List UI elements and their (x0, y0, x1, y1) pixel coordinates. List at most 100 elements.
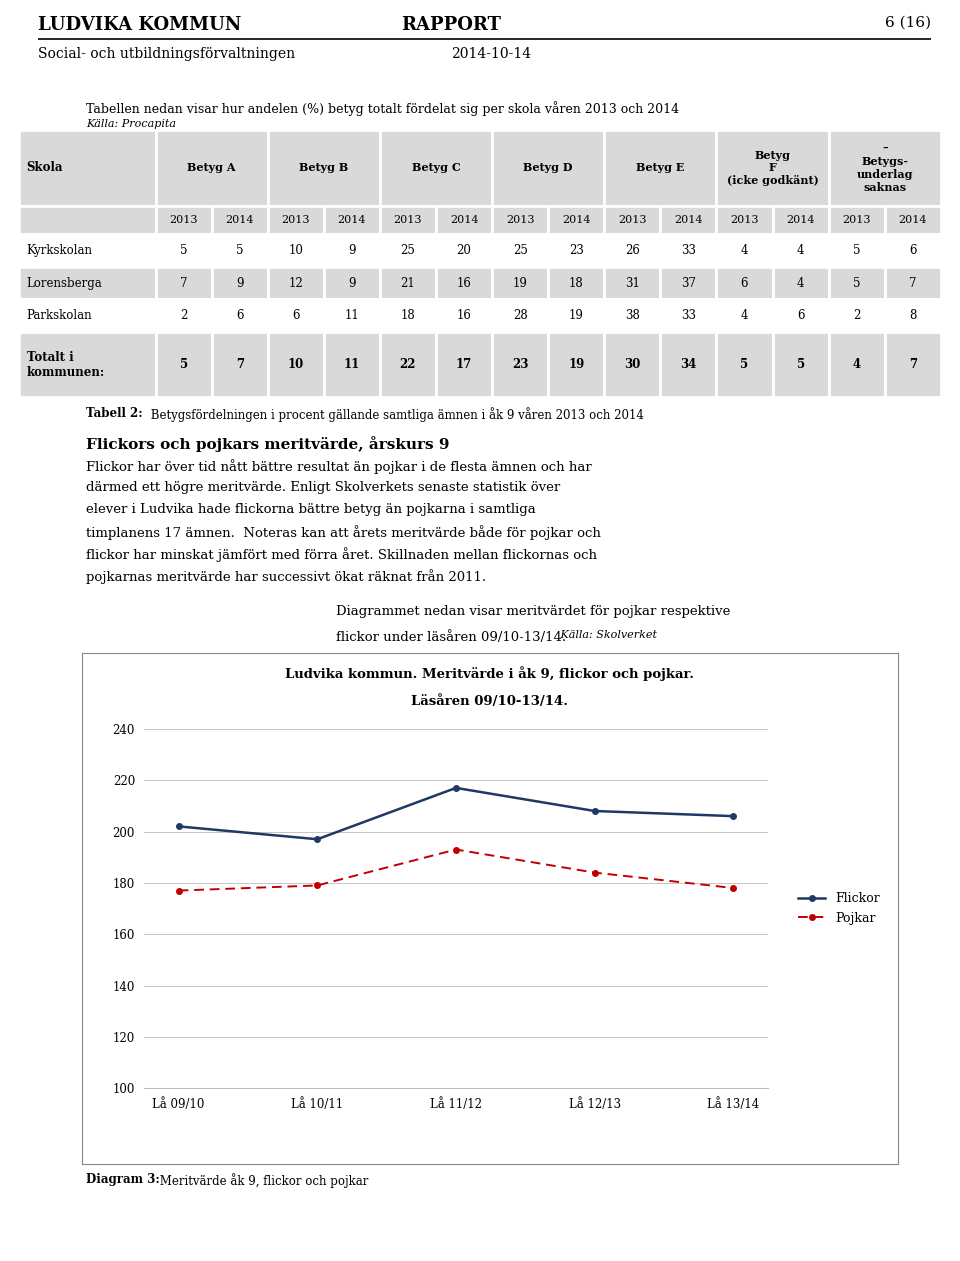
Flickor (173, 818, 184, 834)
Bar (212, 235, 268, 267)
Text: 38: 38 (625, 309, 639, 322)
Line: Flickor: Flickor (176, 786, 736, 842)
Bar (156, 130, 268, 206)
Bar (548, 332, 604, 397)
Bar (324, 206, 380, 235)
Bar (492, 130, 604, 206)
Text: Skola: Skola (27, 161, 63, 174)
Text: 2013: 2013 (731, 216, 758, 226)
Text: 6: 6 (236, 309, 244, 322)
Bar (604, 130, 716, 206)
Text: 23: 23 (512, 358, 528, 371)
Bar (773, 206, 828, 235)
Bar (828, 206, 885, 235)
Text: 5: 5 (852, 243, 860, 257)
Text: 31: 31 (625, 276, 639, 290)
Bar (324, 299, 380, 332)
Text: 9: 9 (236, 276, 244, 290)
Bar (492, 299, 548, 332)
Text: 2014-10-14: 2014-10-14 (451, 47, 531, 61)
Text: 4: 4 (797, 276, 804, 290)
Bar (324, 235, 380, 267)
Bar (436, 299, 492, 332)
Flickor (312, 832, 324, 847)
Text: 25: 25 (513, 243, 528, 257)
Text: Läsåren 09/10-13/14.: Läsåren 09/10-13/14. (411, 695, 568, 707)
Pojkar (312, 878, 324, 893)
Bar (660, 267, 716, 299)
Bar (380, 130, 492, 206)
Bar (156, 267, 212, 299)
Bar (268, 206, 324, 235)
Text: RAPPORT: RAPPORT (401, 16, 501, 34)
Text: 34: 34 (681, 358, 697, 371)
Text: 33: 33 (681, 243, 696, 257)
Bar (828, 235, 885, 267)
Text: 11: 11 (345, 309, 359, 322)
Bar (19, 235, 156, 267)
Bar (268, 235, 324, 267)
Bar (492, 235, 548, 267)
Text: 5: 5 (236, 243, 244, 257)
Text: 10: 10 (288, 358, 304, 371)
Text: 8: 8 (909, 309, 917, 322)
Text: 21: 21 (400, 276, 416, 290)
Bar (885, 235, 941, 267)
Text: pojkarnas meritvärde har successivt ökat räknat från 2011.: pojkarnas meritvärde har successivt ökat… (86, 569, 487, 584)
Pojkar (728, 880, 739, 895)
Bar (380, 235, 436, 267)
Bar (268, 130, 380, 206)
Bar (548, 267, 604, 299)
Text: Meritvärde åk 9, flickor och pojkar: Meritvärde åk 9, flickor och pojkar (156, 1173, 369, 1188)
Text: Betyg A: Betyg A (187, 163, 236, 174)
Text: 12: 12 (288, 276, 303, 290)
Text: Tabell 2:: Tabell 2: (86, 407, 143, 420)
Text: 17: 17 (456, 358, 472, 371)
Text: 4: 4 (741, 309, 748, 322)
Text: 19: 19 (569, 309, 584, 322)
Text: Betyg C: Betyg C (412, 163, 461, 174)
Text: 28: 28 (513, 309, 528, 322)
Text: 4: 4 (797, 243, 804, 257)
Text: elever i Ludvika hade flickorna bättre betyg än pojkarna i samtliga: elever i Ludvika hade flickorna bättre b… (86, 503, 536, 516)
Text: 6 (16): 6 (16) (885, 16, 931, 30)
Text: Källa: Procapita: Källa: Procapita (86, 119, 177, 129)
Text: 2013: 2013 (618, 216, 647, 226)
Text: 18: 18 (400, 309, 416, 322)
Text: 26: 26 (625, 243, 639, 257)
Pojkar (450, 842, 462, 857)
Text: 9: 9 (348, 243, 355, 257)
Bar (19, 130, 156, 206)
Text: 4: 4 (741, 243, 748, 257)
Text: Tabellen nedan visar hur andelen (%) betyg totalt fördelat sig per skola våren 2: Tabellen nedan visar hur andelen (%) bet… (86, 101, 680, 116)
Text: 2013: 2013 (394, 216, 422, 226)
Text: Flickor har över tid nått bättre resultat än pojkar i de flesta ämnen och har: Flickor har över tid nått bättre resulta… (86, 459, 592, 474)
Bar (716, 332, 773, 397)
Text: 6: 6 (741, 276, 748, 290)
Bar (828, 332, 885, 397)
Bar (436, 267, 492, 299)
Bar (548, 206, 604, 235)
Text: 2014: 2014 (786, 216, 815, 226)
Bar (380, 299, 436, 332)
Bar (828, 267, 885, 299)
Flickor (588, 803, 600, 818)
Bar (19, 267, 156, 299)
Bar (716, 206, 773, 235)
Text: Betyg D: Betyg D (523, 163, 573, 174)
Text: 11: 11 (344, 358, 360, 371)
Bar (885, 267, 941, 299)
Text: 2013: 2013 (169, 216, 198, 226)
Bar (156, 332, 212, 397)
Text: 2013: 2013 (506, 216, 535, 226)
Text: Flickors och pojkars meritvärde, årskurs 9: Flickors och pojkars meritvärde, årskurs… (86, 436, 450, 453)
Text: 18: 18 (569, 276, 584, 290)
Bar (324, 332, 380, 397)
Text: Social- och utbildningsförvaltningen: Social- och utbildningsförvaltningen (38, 47, 296, 61)
Bar (604, 206, 660, 235)
Text: Diagram 3:: Diagram 3: (86, 1173, 160, 1185)
Bar (156, 299, 212, 332)
Text: 6: 6 (797, 309, 804, 322)
Text: flickor har minskat jämfört med förra året. Skillnaden mellan flickornas och: flickor har minskat jämfört med förra år… (86, 547, 597, 562)
Bar (548, 299, 604, 332)
